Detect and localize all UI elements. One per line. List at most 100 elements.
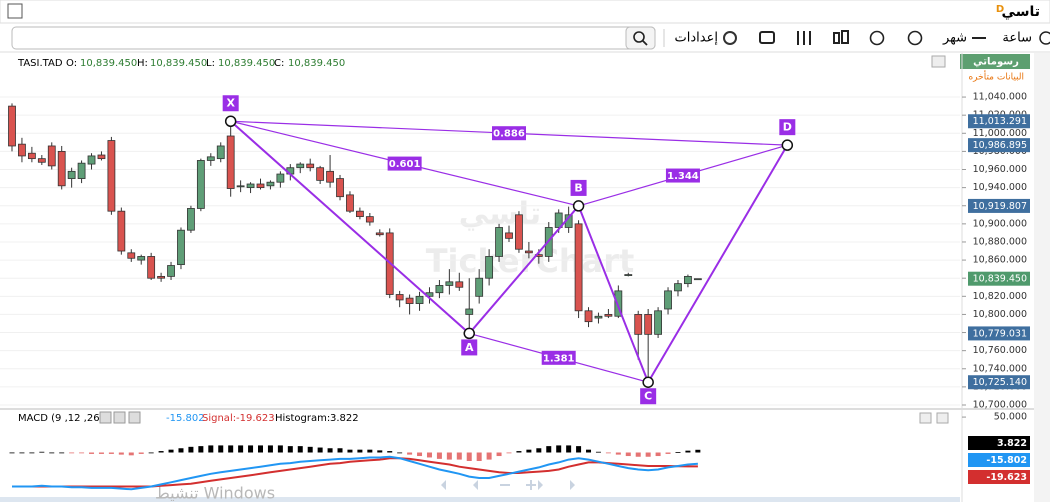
point-label: D bbox=[783, 121, 792, 134]
histogram-bar bbox=[307, 446, 313, 453]
candle-body bbox=[296, 163, 305, 169]
drawings-label: رسوماتي bbox=[973, 57, 1019, 68]
scroll-controls bbox=[0, 480, 960, 502]
price-marker bbox=[968, 114, 1030, 129]
y-tick-label: 10,900.000 bbox=[973, 218, 1027, 229]
macd-marker-label: -15.802 bbox=[986, 455, 1027, 466]
legend-icon[interactable] bbox=[128, 411, 141, 424]
zoom-button[interactable] bbox=[500, 480, 536, 490]
histogram-key: Histogram: bbox=[275, 413, 330, 424]
histogram-bar bbox=[635, 452, 641, 457]
price-marker-label: 10,839.450 bbox=[973, 274, 1027, 285]
candle-body bbox=[614, 290, 623, 317]
histogram-bar bbox=[536, 448, 542, 453]
candle-body bbox=[256, 183, 265, 189]
histogram-bar bbox=[496, 452, 502, 457]
ratio-box bbox=[492, 126, 526, 141]
candle-body bbox=[624, 274, 633, 276]
histogram-bar bbox=[665, 452, 671, 454]
histogram-bar bbox=[426, 452, 432, 458]
window-button[interactable] bbox=[7, 3, 23, 19]
candle-body bbox=[375, 232, 384, 236]
histogram-bar bbox=[248, 445, 254, 453]
price-marker bbox=[968, 198, 1030, 213]
histogram-bar bbox=[128, 452, 134, 456]
point-label: C bbox=[644, 390, 652, 403]
candle-body bbox=[246, 183, 255, 189]
point-label-box bbox=[222, 95, 239, 112]
histogram-bar bbox=[228, 445, 234, 453]
auto-icon[interactable] bbox=[869, 30, 885, 46]
camera-icon[interactable] bbox=[759, 31, 775, 44]
trend-icon[interactable] bbox=[907, 30, 923, 46]
candle-body bbox=[435, 285, 444, 294]
histogram-bar bbox=[546, 446, 552, 453]
histogram-bar bbox=[178, 448, 184, 453]
badge: D bbox=[996, 4, 1004, 15]
price-marker bbox=[968, 271, 1030, 286]
histogram-bar bbox=[417, 452, 423, 457]
settings-button[interactable]: إعدادات bbox=[675, 31, 718, 46]
macd-line bbox=[12, 455, 698, 491]
histogram-bar bbox=[327, 448, 333, 453]
y-tick-label: 11,000.000 bbox=[973, 128, 1027, 139]
candle-body bbox=[693, 278, 702, 281]
histogram-bar bbox=[19, 452, 25, 454]
candle-body bbox=[157, 275, 166, 279]
settings-icon[interactable] bbox=[723, 31, 737, 45]
ratio-label: 1.381 bbox=[543, 353, 575, 364]
search-box[interactable] bbox=[11, 26, 656, 50]
ohlc-value: 10,839.450 bbox=[288, 58, 345, 69]
scrollbar[interactable] bbox=[0, 497, 960, 502]
candle-body bbox=[306, 163, 315, 169]
watermark-brand: TickerChart bbox=[426, 242, 635, 280]
histogram-bar bbox=[39, 451, 45, 453]
candle-body bbox=[644, 314, 653, 335]
point-label-box bbox=[779, 119, 796, 136]
histogram-bar bbox=[576, 446, 582, 453]
histogram-bar bbox=[98, 452, 104, 454]
price-marker-label: 10,725.140 bbox=[973, 377, 1027, 388]
histogram-bar bbox=[486, 452, 492, 460]
drawings-button[interactable] bbox=[960, 54, 1030, 69]
candle-body bbox=[18, 143, 26, 157]
panel-menu[interactable] bbox=[931, 55, 946, 68]
candle-body bbox=[8, 105, 16, 147]
candle-body bbox=[47, 145, 56, 167]
chart-type-icon[interactable] bbox=[833, 30, 849, 44]
candle-body bbox=[37, 158, 46, 163]
histogram-bar bbox=[89, 452, 95, 454]
legend-icon[interactable] bbox=[113, 411, 126, 424]
histogram-bar bbox=[29, 452, 35, 454]
clock-icon bbox=[1039, 31, 1050, 45]
hour-button[interactable]: ساعة bbox=[1002, 31, 1032, 46]
search-button[interactable] bbox=[625, 26, 656, 50]
point-label-box bbox=[570, 179, 587, 196]
histogram-bar bbox=[218, 445, 224, 453]
candle-body bbox=[77, 162, 86, 179]
histogram-bar bbox=[506, 452, 512, 454]
month-button[interactable]: شهر bbox=[942, 31, 967, 46]
point-label: B bbox=[574, 181, 582, 194]
histogram-bar bbox=[586, 449, 592, 453]
candle-body bbox=[604, 314, 613, 317]
legend-icon[interactable] bbox=[99, 411, 112, 424]
candle-body bbox=[524, 250, 533, 254]
panel-button[interactable] bbox=[919, 412, 932, 424]
histogram-bar bbox=[9, 452, 15, 454]
candle-body bbox=[584, 310, 593, 323]
candle-body bbox=[107, 140, 116, 212]
candle-body bbox=[674, 283, 682, 292]
os-watermark: تنشيط Windows bbox=[155, 484, 275, 502]
candle-body bbox=[395, 294, 404, 301]
candle-body bbox=[465, 308, 474, 315]
side-toolbar bbox=[1034, 53, 1050, 502]
candle-body bbox=[594, 315, 603, 319]
candle-body bbox=[654, 310, 662, 335]
indicators-icon[interactable] bbox=[797, 31, 811, 45]
macd-marker bbox=[968, 453, 1030, 467]
histogram-bar bbox=[625, 452, 631, 457]
panel-close[interactable] bbox=[936, 412, 949, 424]
histogram-bar bbox=[456, 452, 462, 460]
candle-body bbox=[206, 156, 215, 161]
